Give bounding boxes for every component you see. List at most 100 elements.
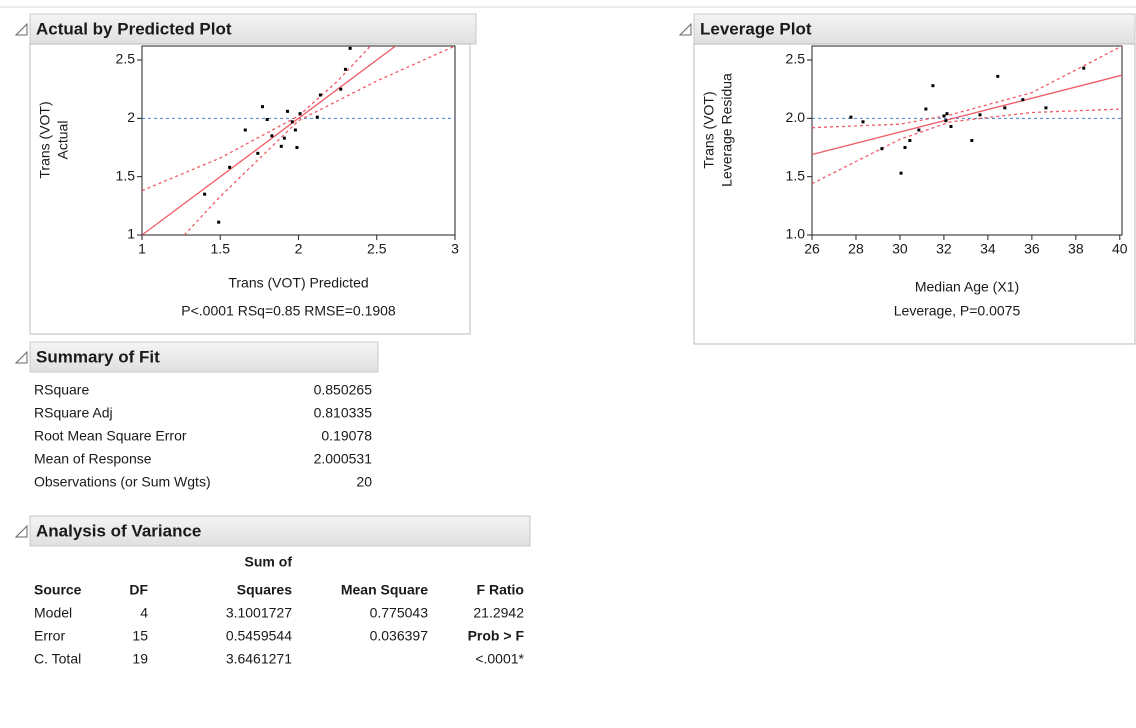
stat-label: RSquare Adj — [34, 405, 113, 421]
point — [256, 151, 260, 155]
column-header: Mean Square — [341, 582, 428, 598]
x-tick-label: 2.5 — [367, 241, 387, 257]
header-bar — [693, 13, 1136, 45]
y-tick-label: 1.5 — [786, 167, 806, 183]
fit-note: P<.0001 RSq=0.85 RMSE=0.1908 — [181, 303, 396, 319]
confidence-curve — [812, 108, 1122, 185]
y-axis-label: Actual — [55, 121, 71, 160]
table-cell: <.0001* — [475, 651, 524, 667]
point — [945, 112, 949, 116]
point — [339, 87, 343, 91]
table-cell: 0.775043 — [370, 605, 429, 621]
panel-frame — [29, 43, 471, 335]
table-cell: 19 — [132, 651, 148, 667]
table-cell: 21.2942 — [473, 605, 524, 621]
disclosure-icon[interactable] — [14, 350, 28, 364]
point — [942, 114, 946, 118]
table-cell: Prob > F — [468, 628, 525, 644]
y-tick-label: 2 — [127, 109, 135, 125]
stat-label: RSquare — [34, 382, 89, 398]
fit-line — [812, 74, 1122, 156]
plot-area — [811, 45, 1123, 236]
point — [243, 128, 247, 132]
point — [203, 192, 207, 196]
column-header: F Ratio — [477, 582, 524, 598]
point — [261, 105, 265, 109]
panel-frame — [693, 43, 1136, 345]
x-tick-label: 1.5 — [211, 241, 231, 257]
confidence-curve — [183, 46, 455, 235]
disclosure-icon[interactable] — [14, 22, 28, 36]
stat-label: Root Mean Square Error — [34, 428, 187, 444]
point — [944, 119, 948, 123]
point — [217, 220, 221, 224]
y-tick-label: 1.5 — [116, 167, 136, 183]
point — [931, 84, 935, 88]
plot-area — [141, 45, 456, 236]
point — [282, 136, 286, 140]
point — [849, 115, 853, 119]
y-tick-label: 2.5 — [116, 51, 136, 67]
stat-label: Observations (or Sum Wgts) — [34, 474, 211, 490]
point — [861, 120, 865, 124]
y-axis-label: Trans (VOT) — [701, 91, 717, 168]
point — [917, 128, 921, 132]
table-cell: Model — [34, 605, 72, 621]
y-tick-label: 1.0 — [786, 226, 806, 242]
y-axis-label: Leverage Residua — [719, 73, 735, 187]
section-title: Actual by Predicted Plot — [36, 19, 232, 38]
disclosure-icon[interactable] — [678, 22, 692, 36]
x-tick-label: 30 — [892, 241, 908, 257]
confidence-curve — [812, 46, 1122, 129]
point — [318, 93, 322, 97]
x-tick-label: 3 — [451, 241, 459, 257]
point — [903, 146, 907, 149]
table-cell: Error — [34, 628, 65, 644]
point — [290, 120, 294, 124]
x-tick-label: 40 — [1112, 241, 1128, 257]
point — [970, 139, 974, 142]
point — [978, 113, 982, 117]
point — [228, 165, 232, 169]
confidence-curve — [142, 46, 371, 192]
point — [315, 115, 319, 119]
x-tick-label: 2 — [295, 241, 303, 257]
point — [996, 74, 1000, 78]
table-cell: 3.1001727 — [226, 605, 292, 621]
stat-value: 20 — [356, 474, 372, 490]
stat-value: 0.850265 — [314, 382, 373, 398]
point — [270, 134, 274, 138]
point — [949, 125, 953, 128]
table-cell: C. Total — [34, 651, 81, 667]
x-tick-label: 28 — [848, 241, 864, 257]
table-cell: 15 — [132, 628, 148, 644]
disclosure-icon[interactable] — [14, 524, 28, 538]
header-bar — [29, 341, 379, 373]
x-axis-label: Median Age (X1) — [915, 279, 1019, 295]
x-tick-label: 34 — [980, 241, 996, 257]
point — [1003, 106, 1007, 110]
section-title: Leverage Plot — [700, 19, 812, 38]
y-tick-label: 1 — [127, 226, 135, 242]
x-tick-label: 1 — [138, 241, 146, 257]
x-tick-label: 38 — [1068, 241, 1084, 257]
y-tick-label: 2.5 — [786, 51, 806, 67]
column-header: DF — [129, 582, 148, 598]
table-cell: 4 — [140, 605, 148, 621]
fit-note: Leverage, P=0.0075 — [894, 303, 1021, 319]
section-title: Analysis of Variance — [36, 521, 201, 540]
column-header: Squares — [237, 582, 292, 598]
point — [265, 118, 269, 121]
x-tick-label: 32 — [936, 241, 952, 257]
point — [1082, 66, 1086, 70]
y-tick-label: 2.0 — [786, 109, 806, 125]
header-bar — [29, 515, 531, 547]
x-axis-label: Trans (VOT) Predicted — [228, 275, 368, 291]
section-title: Summary of Fit — [36, 347, 160, 366]
column-header: Source — [34, 582, 82, 598]
stat-value: 0.19078 — [321, 428, 372, 444]
point — [295, 146, 299, 149]
column-header: Sum of — [245, 554, 293, 570]
